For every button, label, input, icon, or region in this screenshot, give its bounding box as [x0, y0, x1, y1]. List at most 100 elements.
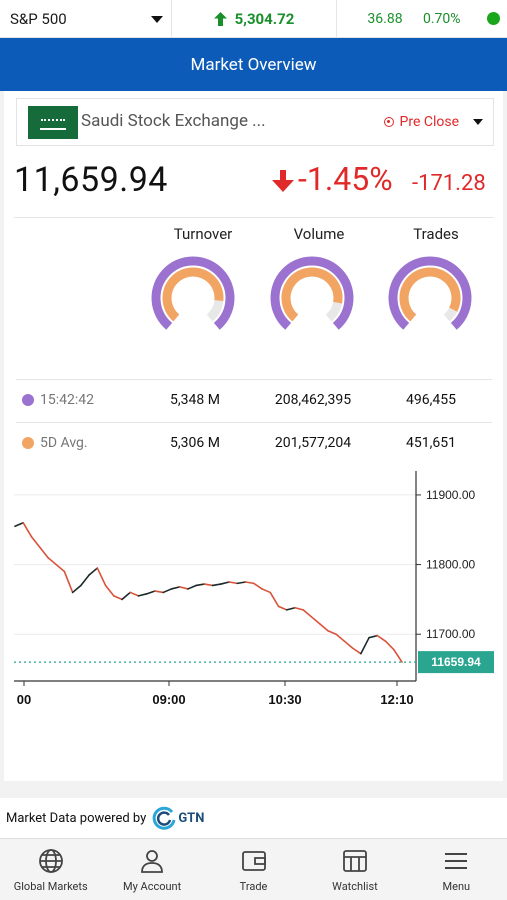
- legend-current-label: 15:42:42: [40, 392, 94, 408]
- series-segment: [302, 609, 313, 618]
- tab-global-markets[interactable]: Global Markets: [0, 839, 101, 900]
- tab-menu[interactable]: Menu: [406, 839, 507, 900]
- intraday-chart[interactable]: 11900.00 11800.00 11700.00 00 09:00 10:30 12:1…: [4, 471, 503, 711]
- exchange-selector[interactable]: Saudi Stock Exchange ... Pre Close: [16, 98, 494, 146]
- divider: [14, 217, 494, 218]
- ticker-change-pct: 0.70%: [423, 10, 461, 27]
- gauge-turnover: [151, 256, 235, 330]
- x-tick-label: 00: [17, 692, 31, 707]
- tab-label: Trade: [239, 880, 268, 893]
- series-segment: [368, 634, 379, 639]
- series-segment: [376, 634, 387, 642]
- caret-down-icon: [151, 15, 163, 23]
- saudi-flag-icon: [28, 106, 78, 139]
- series-segment: [236, 581, 247, 585]
- ticker-price: 5,304.72: [172, 0, 337, 38]
- arrow-up-icon: [213, 11, 227, 26]
- index-selector-label: S&P 500: [10, 9, 67, 28]
- series-segment: [104, 584, 115, 597]
- tab-watchlist[interactable]: Watchlist: [304, 839, 405, 900]
- user-icon: [141, 850, 164, 873]
- series-segment: [351, 647, 362, 655]
- gauge-track-arc: [270, 256, 354, 330]
- wallet-icon: [241, 851, 266, 871]
- column-header-turnover: Turnover: [173, 225, 233, 243]
- gtn-logo-icon: [153, 806, 176, 830]
- exchange-name: Saudi Stock Exchange ...: [81, 111, 266, 131]
- series-segment: [63, 570, 74, 594]
- series-segment: [14, 521, 25, 528]
- series-segment: [22, 521, 33, 538]
- column-header-volume: Volume: [293, 225, 345, 243]
- series-segment: [129, 591, 140, 597]
- series-segment: [318, 622, 329, 632]
- volume-5d-avg: 201,577,204: [274, 435, 352, 451]
- legend-dot-purple: [22, 394, 34, 406]
- trades-current: 496,455: [406, 392, 456, 408]
- market-status-dot: [487, 12, 500, 25]
- legend-current: 15:42:42: [22, 392, 94, 408]
- turnover-5d-avg: 5,306 M: [170, 435, 220, 451]
- series-segment: [261, 588, 272, 594]
- market-status-label: Pre Close: [399, 114, 460, 130]
- series-segment: [195, 583, 206, 587]
- ticker-price-value: 5,304.72: [234, 9, 295, 28]
- status-record-icon: [383, 117, 394, 127]
- divider: [16, 422, 492, 423]
- series-segment: [294, 606, 304, 611]
- series-segment: [145, 590, 156, 595]
- y-tick-label: 11800.00: [426, 558, 475, 572]
- x-tick-label: 12:10: [380, 692, 413, 707]
- series-segment: [47, 556, 57, 566]
- tab-label: Global Markets: [13, 880, 88, 893]
- series-segment: [96, 567, 107, 587]
- volume-current: 208,462,395: [274, 392, 352, 408]
- x-tick-label: 09:00: [152, 692, 185, 707]
- gauge-trades: [388, 256, 472, 330]
- series-segment: [277, 605, 288, 611]
- series-segment: [88, 567, 99, 576]
- page-header: Market Overview: [0, 38, 507, 91]
- gauge-level-arc: [162, 267, 224, 322]
- last-value-badge: [418, 651, 494, 674]
- globe-icon: [38, 849, 63, 873]
- tab-my-account[interactable]: My Account: [101, 839, 202, 900]
- index-change-pct: -1.45%: [298, 160, 393, 198]
- gtn-logo: GTN: [152, 806, 204, 830]
- gauge-track-arc: [151, 256, 235, 330]
- y-tick-label: 11900.00: [426, 488, 475, 502]
- series-segment: [335, 633, 346, 642]
- series-segment: [154, 590, 165, 594]
- gauge-level-arc: [281, 267, 343, 322]
- series-segment: [38, 546, 49, 559]
- series-segment: [162, 588, 173, 594]
- series-segment: [71, 584, 82, 594]
- index-selector[interactable]: S&P 500: [0, 0, 172, 38]
- market-card: Saudi Stock Exchange ... Pre Close 11,65…: [4, 91, 503, 781]
- series-segment: [327, 629, 337, 636]
- gauge-track-arc: [388, 256, 472, 330]
- series-segment: [113, 595, 123, 601]
- market-status: Pre Close: [383, 114, 460, 130]
- tab-label: Menu: [442, 880, 471, 893]
- watchlist-icon: [343, 850, 367, 872]
- gauge-volume: [270, 256, 354, 330]
- series-segment: [80, 574, 90, 587]
- trades-5d-avg: 451,651: [406, 435, 456, 451]
- series-segment: [269, 591, 280, 608]
- series-segment: [187, 584, 197, 590]
- series-segment: [203, 583, 214, 587]
- divider: [16, 379, 492, 380]
- series-segment: [252, 582, 263, 590]
- series-segment: [285, 606, 296, 611]
- y-tick-label: 11700.00: [426, 627, 475, 641]
- series-segment: [55, 563, 66, 573]
- column-header-trades: Trades: [413, 225, 459, 243]
- ticker-bar: S&P 500 5,304.72 36.88 0.70%: [0, 0, 507, 38]
- series-segment: [211, 583, 222, 587]
- turnover-current: 5,348 M: [170, 392, 220, 408]
- powered-by-footer: Market Data powered by GTN: [0, 798, 507, 838]
- series-segment: [343, 640, 354, 649]
- gauge-level-arc: [399, 267, 461, 322]
- tab-trade[interactable]: Trade: [203, 839, 304, 900]
